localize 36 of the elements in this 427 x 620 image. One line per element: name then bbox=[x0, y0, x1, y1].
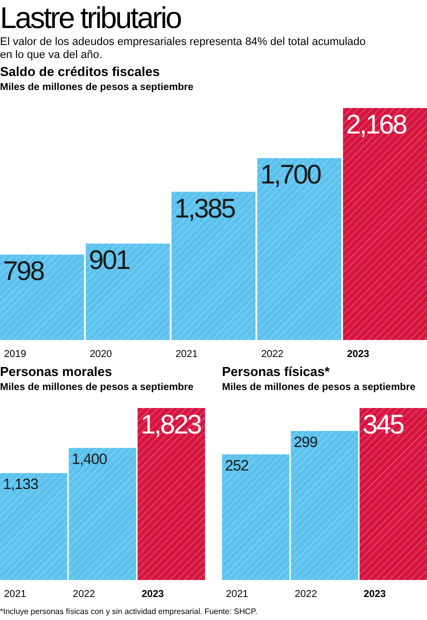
data-label: 252 bbox=[225, 457, 249, 474]
x-tick-label: 2022 bbox=[261, 349, 284, 360]
chart-subtitle: Miles de millones de pesos a septiembre bbox=[0, 382, 194, 393]
x-tick-label: 2020 bbox=[90, 349, 112, 360]
bar bbox=[342, 108, 427, 340]
x-tick-label: 2023 bbox=[364, 589, 386, 600]
data-label: 1,385 bbox=[174, 193, 236, 224]
data-label: 2,168 bbox=[346, 110, 407, 140]
data-label: 901 bbox=[88, 245, 130, 276]
data-label: 345 bbox=[362, 410, 404, 440]
bar bbox=[86, 244, 170, 340]
x-tick-label: 2022 bbox=[72, 589, 96, 600]
chart-title: Personas físicas* bbox=[222, 364, 331, 379]
text: El valor de los adeudos empresariales representa 84% del total acumulado en lo que va del año. bbox=[0, 36, 366, 61]
x-tick-label: 2021 bbox=[4, 589, 27, 600]
chart-subtitle: Miles de millones de pesos a septiembre bbox=[222, 382, 416, 393]
chart-subtitle: Miles de millones de pesos a septiembre bbox=[0, 82, 194, 93]
x-tick-label: 2021 bbox=[226, 589, 249, 600]
data-label: 1,700 bbox=[260, 160, 321, 190]
data-label: 798 bbox=[3, 256, 44, 286]
x-tick-label: 2021 bbox=[175, 349, 198, 360]
bar bbox=[0, 254, 84, 340]
chart-title: Saldo de créditos fiscales bbox=[0, 64, 160, 79]
data-label: 1,400 bbox=[72, 450, 107, 468]
bar bbox=[171, 192, 256, 340]
text: Lastre tributario bbox=[0, 2, 182, 35]
x-tick-label: 2019 bbox=[4, 349, 27, 360]
x-tick-label: 2023 bbox=[346, 349, 370, 360]
data-label: 1,823 bbox=[140, 410, 202, 440]
bar bbox=[257, 158, 342, 340]
x-tick-label: 2022 bbox=[294, 589, 318, 600]
x-tick-label: 2023 bbox=[142, 589, 164, 600]
data-label: 299 bbox=[294, 434, 318, 451]
chart-title: Personas morales bbox=[0, 364, 112, 379]
data-label: 1,133 bbox=[3, 476, 38, 494]
text: *Incluye personas físicas con y sin actividad empresarial. Fuente: SHCP. bbox=[0, 607, 258, 616]
